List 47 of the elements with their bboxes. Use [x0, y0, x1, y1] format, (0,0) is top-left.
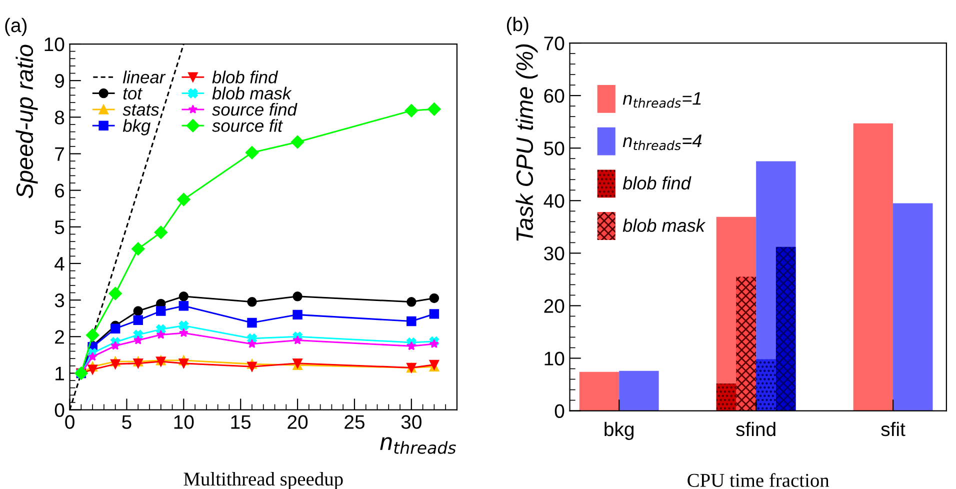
y-tick-label: 7 — [55, 147, 64, 161]
legend-label: linear — [122, 70, 166, 84]
legend-label: n$_{threads}$=4 — [622, 134, 702, 150]
y-tick-label: 6 — [55, 184, 64, 198]
x-tick-label: 25 — [344, 415, 364, 429]
x-tick-label: 30 — [401, 415, 422, 429]
legend-label: source fit — [212, 119, 284, 132]
x-tick-label: 20 — [288, 415, 308, 429]
y-tick-label: 3 — [54, 294, 64, 308]
y-tick-label: 10 — [544, 352, 564, 366]
y-tick-label: 4 — [54, 257, 64, 271]
y-tick-label: 0 — [54, 403, 64, 418]
y-tick-label: 60 — [544, 89, 564, 103]
y-tick-label: 20 — [544, 299, 564, 313]
x-axis-title: n$_{threads}$ — [380, 437, 456, 454]
text: CPU time fraction — [688, 473, 830, 487]
legend-label: source find — [212, 102, 298, 116]
y-tick-label: 50 — [544, 142, 564, 156]
y-tick-label: 1 — [56, 366, 64, 380]
chart-title: (b) — [506, 16, 528, 36]
legend-label: n$_{threads}$=1 — [622, 92, 701, 108]
x-tick-label: 10 — [174, 415, 194, 429]
x-tick-label: bkg — [604, 422, 634, 440]
y-tick-label: 40 — [544, 194, 564, 208]
legend-label: blob find — [212, 70, 278, 84]
legend-label: bkg — [122, 119, 151, 136]
legend-label: tot — [123, 88, 143, 100]
y-axis-title: Speed-up ratio — [16, 44, 38, 198]
y-tick-label: 70 — [544, 36, 564, 50]
x-tick-label: sfind — [736, 422, 776, 436]
y-axis-title: Task CPU time (%) — [516, 44, 538, 241]
y-tick-label: 8 — [54, 110, 64, 124]
legend-label: blob mask — [212, 86, 292, 100]
x-tick-label: 0 — [65, 415, 74, 429]
x-tick-label: 15 — [231, 415, 251, 429]
y-tick-label: 30 — [544, 246, 564, 260]
chart-title: (a) — [5, 18, 27, 36]
x-tick-label: sfit — [881, 422, 906, 436]
y-tick-label: 5 — [54, 220, 64, 234]
x-tick-label: 5 — [122, 415, 132, 429]
y-tick-label: 2 — [55, 330, 64, 344]
legend-label: blob find — [622, 176, 692, 190]
legend-label: blob mask — [622, 218, 706, 232]
y-tick-label: 9 — [55, 74, 64, 88]
legend-label: stats — [122, 104, 159, 116]
y-tick-label: 10 — [44, 37, 64, 52]
y-tick-label: 0 — [554, 404, 564, 418]
